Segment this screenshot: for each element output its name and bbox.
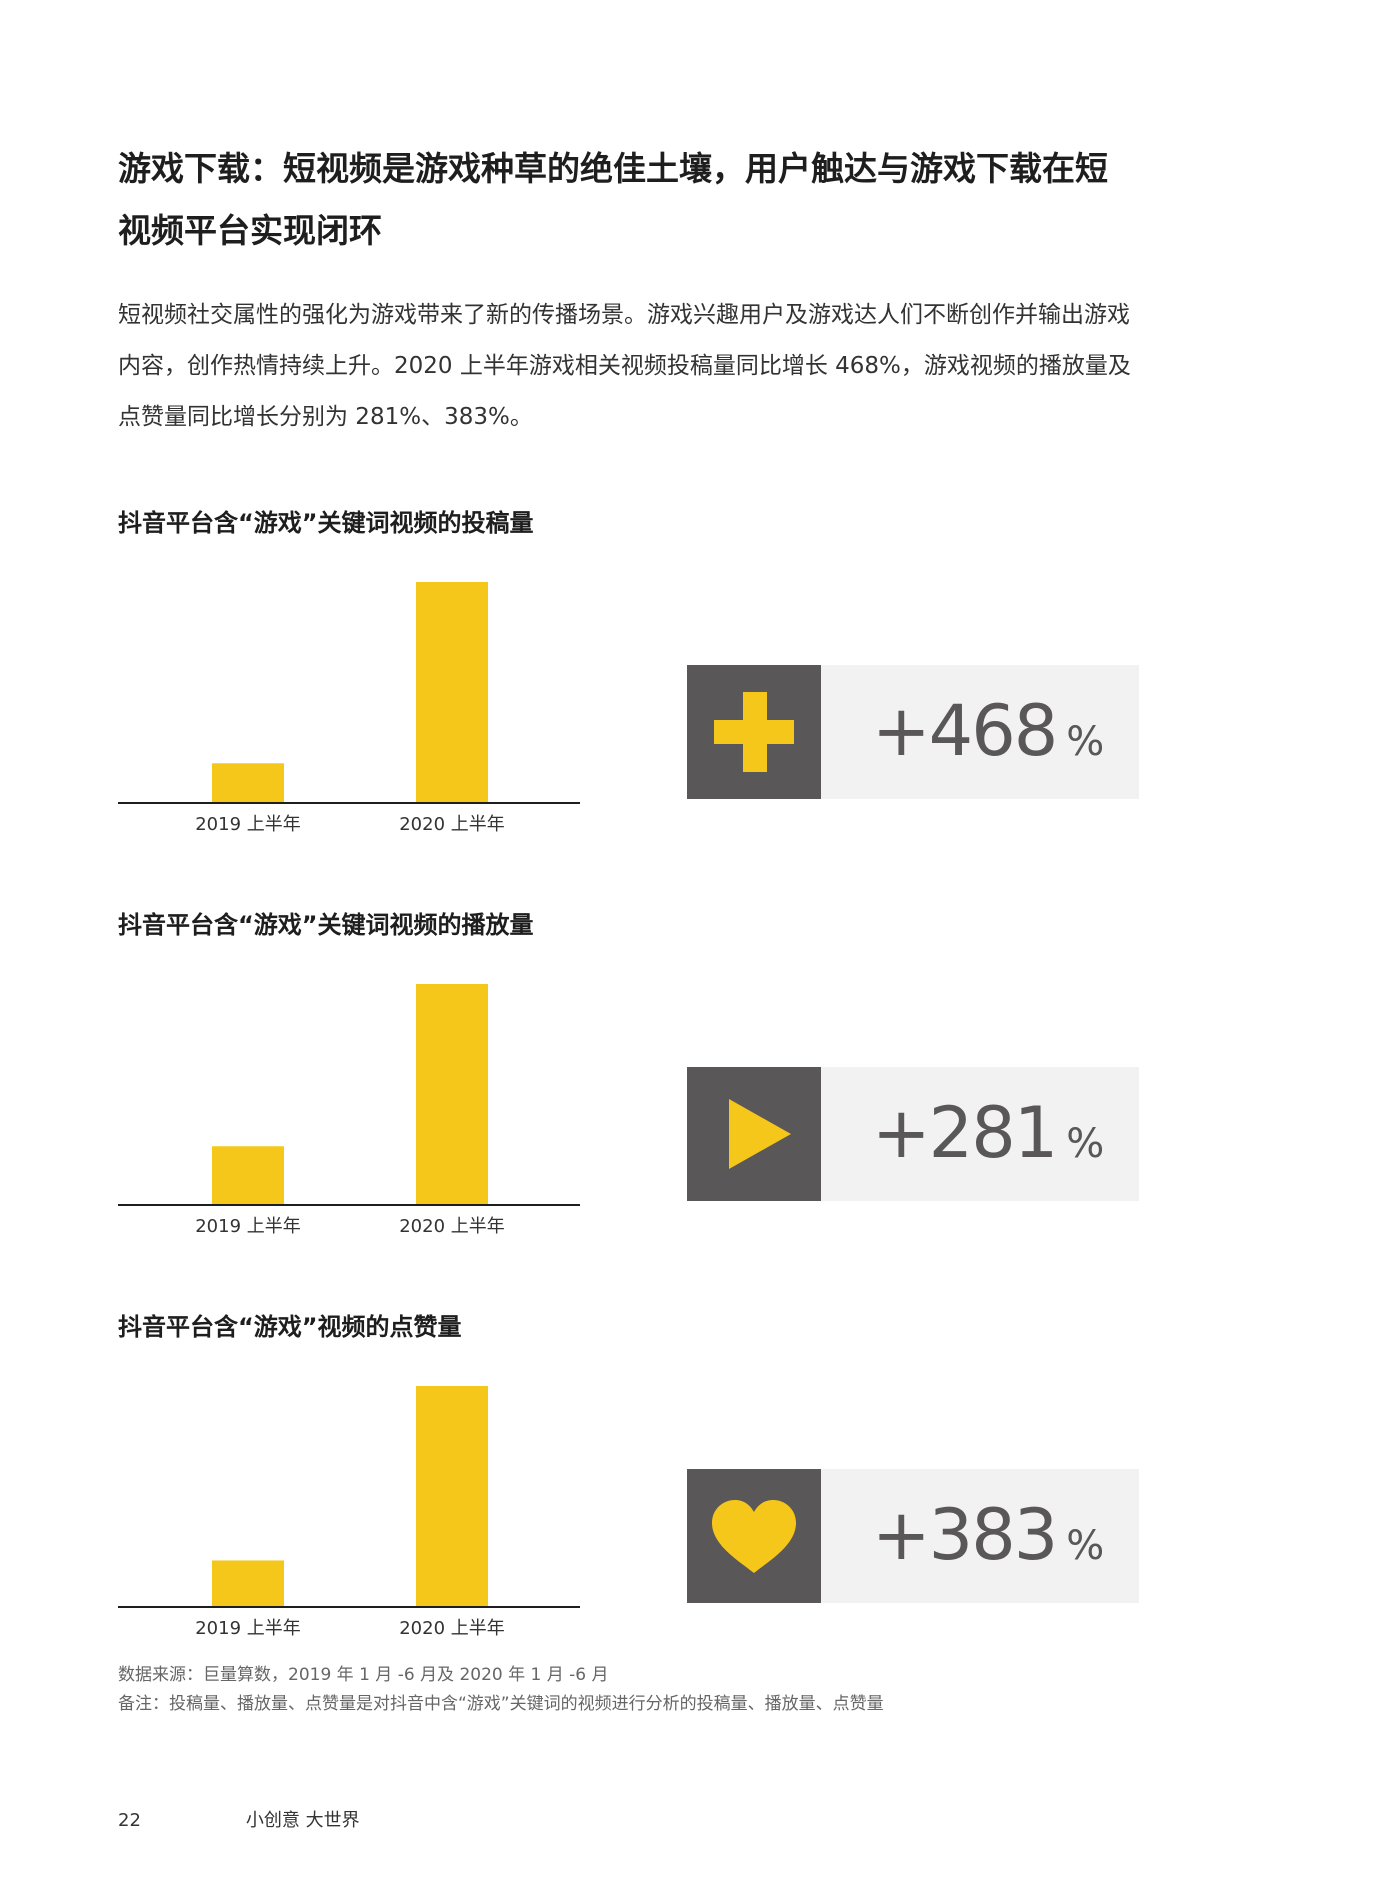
stat-value: +281% bbox=[872, 1093, 1104, 1184]
stat-number: +281 bbox=[872, 1092, 1058, 1174]
heart-icon bbox=[712, 1500, 796, 1573]
stat-card-likes: +383% bbox=[687, 1469, 1139, 1603]
bar-1 bbox=[212, 763, 284, 802]
stat-card-plays: +281% bbox=[687, 1067, 1139, 1201]
footer-slogan: 小创意 大世界 bbox=[245, 1810, 360, 1831]
bar-chart-plays: 2019 上半年 2020 上半年 bbox=[118, 984, 580, 1237]
stat-unit: % bbox=[1066, 1523, 1105, 1569]
bar-2 bbox=[416, 984, 488, 1204]
bar-chart-submissions: 2019 上半年 2020 上半年 bbox=[118, 582, 580, 835]
x-tick-label: 2019 上半年 bbox=[195, 814, 301, 835]
bar-1 bbox=[212, 1560, 284, 1606]
bar-chart-likes: 2019 上半年 2020 上半年 bbox=[118, 1386, 580, 1639]
stat-unit: % bbox=[1066, 719, 1105, 765]
chart-title-likes: 抖音平台含“游戏”视频的点赞量 bbox=[118, 1313, 462, 1341]
plus-icon bbox=[714, 692, 794, 772]
x-tick-label: 2020 上半年 bbox=[399, 1618, 505, 1639]
page-number: 22 bbox=[118, 1810, 141, 1831]
stat-value: +383% bbox=[872, 1495, 1104, 1586]
stat-icon-box bbox=[687, 665, 821, 799]
stat-number: +383 bbox=[872, 1494, 1058, 1576]
page-title: 游戏下载：短视频是游戏种草的绝佳土壤，用户触达与游戏下载在短视频平台实现闭环 bbox=[118, 149, 1108, 250]
bar-1 bbox=[212, 1146, 284, 1204]
page-footer: 22 小创意 大世界 bbox=[118, 1806, 360, 1832]
stat-icon-box bbox=[687, 1067, 821, 1201]
x-tick-label: 2019 上半年 bbox=[195, 1618, 301, 1639]
play-icon bbox=[729, 1099, 791, 1169]
x-tick-label: 2020 上半年 bbox=[399, 1216, 505, 1237]
x-tick-label: 2020 上半年 bbox=[399, 814, 505, 835]
stat-unit: % bbox=[1066, 1121, 1105, 1167]
stat-value: +468% bbox=[872, 691, 1104, 782]
chart-title-submissions: 抖音平台含“游戏”关键词视频的投稿量 bbox=[118, 509, 534, 537]
stat-icon-box bbox=[687, 1469, 821, 1603]
data-source-note: 数据来源：巨量算数，2019 年 1 月 -6 月及 2020 年 1 月 -6… bbox=[118, 1665, 609, 1685]
stat-number: +468 bbox=[872, 690, 1058, 772]
x-tick-label: 2019 上半年 bbox=[195, 1216, 301, 1237]
bar-2 bbox=[416, 582, 488, 802]
bar-2 bbox=[416, 1386, 488, 1606]
chart-title-plays: 抖音平台含“游戏”关键词视频的播放量 bbox=[118, 911, 534, 939]
intro-paragraph: 短视频社交属性的强化为游戏带来了新的传播场景。游戏兴趣用户及游戏达人们不断创作并… bbox=[118, 302, 1131, 430]
remark-note: 备注：投稿量、播放量、点赞量是对抖音中含“游戏”关键词的视频进行分析的投稿量、播… bbox=[118, 1694, 884, 1714]
stat-card-submissions: +468% bbox=[687, 665, 1139, 799]
